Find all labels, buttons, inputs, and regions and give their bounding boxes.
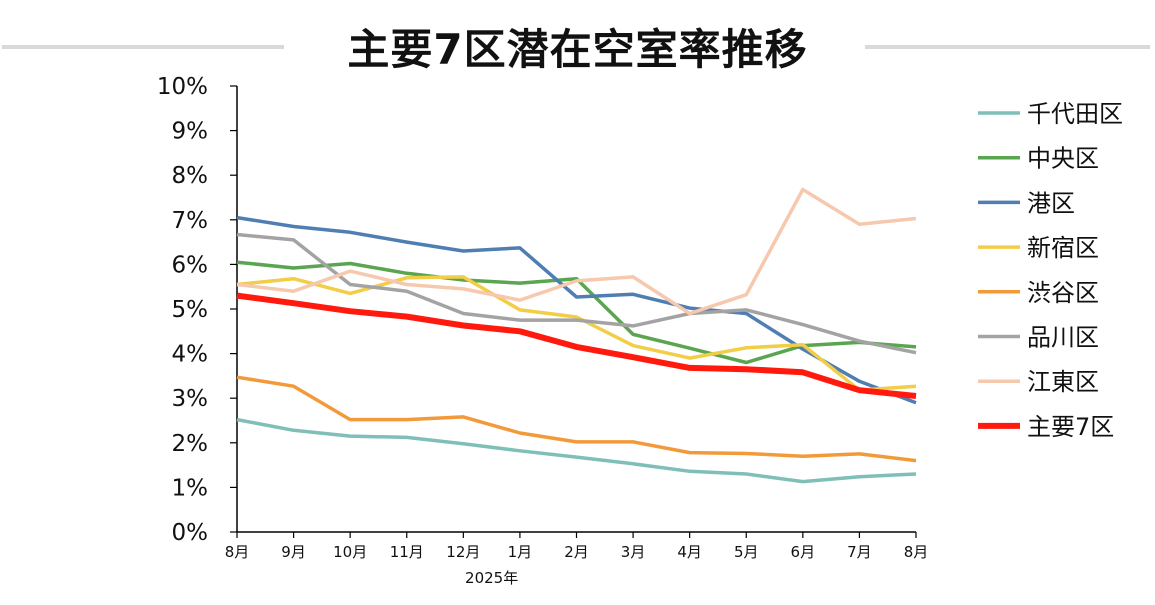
y-tick-label: 7% (172, 208, 209, 234)
legend-label: 江東区 (1027, 368, 1099, 396)
y-tick-label: 5% (172, 297, 209, 323)
series-line-4 (236, 275, 917, 392)
legend-label: 中央区 (1027, 145, 1099, 173)
title-right-rule (865, 45, 1150, 49)
x-tick-label: 4月 (677, 543, 702, 561)
y-tick-label: 8% (172, 163, 209, 189)
legend-label: 主要7区 (1027, 413, 1114, 441)
x-tick-label: 2月 (564, 543, 589, 561)
x-tick-label: 5月 (734, 543, 759, 561)
legend-label: 品川区 (1027, 324, 1099, 352)
legend-label: 新宿区 (1027, 234, 1099, 262)
x-tick-label: 12月 (446, 543, 480, 561)
x-tick-label: 8月 (904, 543, 929, 561)
chart-title: 主要7区潜在空室率推移 (347, 25, 808, 74)
axes: 10% 9% 8% 7% 6% 5% 4% 3% 2% 1% 0% 8月 9月 10月 11月 12月 1月 2月… (157, 74, 928, 587)
y-tick-label: 1% (172, 475, 209, 501)
series-line-7 (236, 187, 917, 316)
y-tick-label: 9% (172, 119, 209, 145)
x-tick-label: 3月 (621, 543, 646, 561)
y-tick-label: 6% (172, 252, 209, 278)
series-lines (236, 187, 917, 484)
series-line-1 (236, 417, 917, 484)
x-tick-label: 8月 (225, 543, 250, 561)
y-tick-label: 3% (172, 386, 209, 412)
x-tick-label: 1月 (508, 543, 533, 561)
title-left-rule (2, 45, 284, 49)
series-line-8 (236, 292, 917, 399)
legend-label: 港区 (1027, 189, 1075, 217)
title-area: 主要7区潜在空室率推移 (0, 12, 1155, 82)
y-tick-label: 10% (157, 74, 208, 100)
series-line-5 (236, 375, 917, 463)
x-tick-label: 11月 (390, 543, 424, 561)
series-line-3 (236, 215, 917, 405)
year-label: 2025年 (465, 569, 518, 587)
series-line-6 (236, 232, 917, 355)
y-tick-label: 0% (172, 520, 209, 546)
x-tick-label: 9月 (281, 543, 306, 561)
x-tick-label: 7月 (847, 543, 872, 561)
x-tick-label: 10月 (333, 543, 367, 561)
legend-label: 渋谷区 (1027, 279, 1099, 307)
legend-label: 千代田区 (1027, 100, 1123, 128)
x-tick-label: 6月 (791, 543, 816, 561)
y-tick-label: 4% (172, 342, 209, 368)
y-tick-label: 2% (172, 431, 209, 457)
